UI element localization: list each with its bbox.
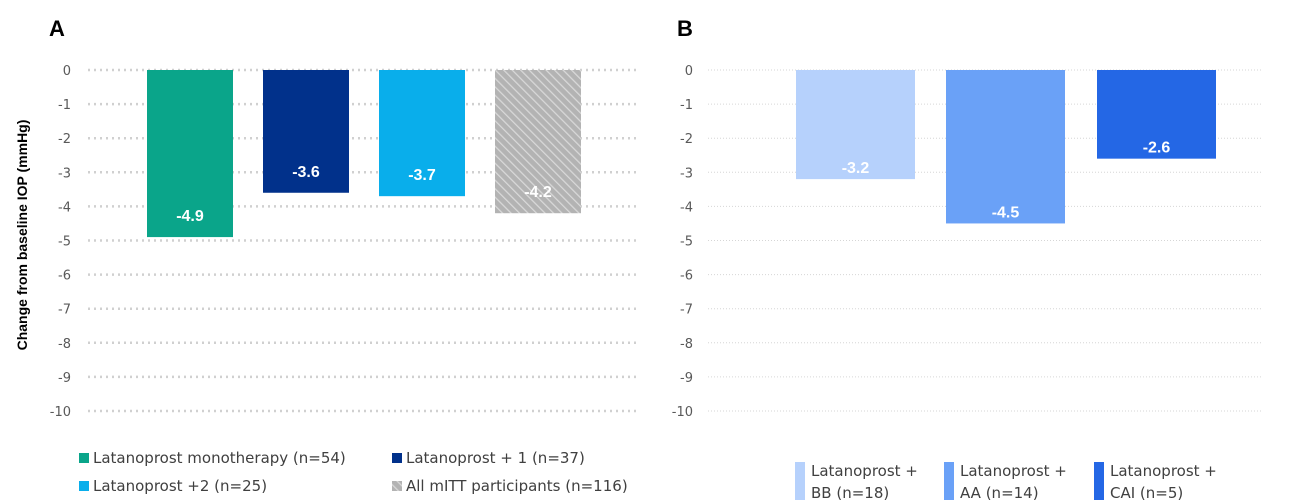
- panel-b-bar-value-label: -3.2: [842, 160, 870, 177]
- panel-a-y-tick-label: -2: [58, 132, 71, 147]
- panel-a-legend-label: Latanoprost + 1 (n=37): [406, 449, 585, 467]
- panel-b-bar-value-label: -2.6: [1143, 140, 1171, 157]
- panel-a-y-tick-label: -3: [58, 166, 71, 181]
- panel-b-y-tick-label: -8: [680, 337, 693, 352]
- panel-a-legend-swatch: [392, 481, 402, 491]
- panel-b-legend-label: AA (n=14): [960, 484, 1039, 500]
- panel-a-y-tick-label: -9: [58, 371, 71, 386]
- panel-b-bar: [1097, 70, 1216, 159]
- panel-a-bar: [379, 70, 465, 197]
- panel-a-y-tick-label: -6: [58, 269, 71, 284]
- panel-b-legend-swatch: [1094, 462, 1104, 500]
- panel-a-y-tick-label: -4: [58, 200, 71, 215]
- panel-a-bar-value-label: -4.2: [524, 184, 552, 201]
- panel-b-legend-swatch: [944, 462, 954, 500]
- panel-a-y-tick-label: -7: [58, 303, 71, 318]
- panel-a-label: A: [49, 16, 65, 41]
- panel-a-y-tick-label: -8: [58, 337, 71, 352]
- panel-b-y-tick-label: -9: [680, 371, 693, 386]
- y-axis-label: Change from baseline IOP (mmHg): [14, 120, 30, 351]
- panel-b-y-tick-label: -7: [680, 303, 693, 318]
- panel-a-bar: [147, 70, 233, 238]
- panel-b-y-tick-label: -5: [680, 235, 693, 250]
- panel-b-legend-label: BB (n=18): [811, 484, 889, 500]
- panel-a-legend-label: All mITT participants (n=116): [406, 477, 628, 495]
- panel-b-legend-label: CAI (n=5): [1110, 484, 1183, 500]
- panel-b-y-tick-label: -2: [680, 132, 693, 147]
- panel-a-bar-value-label: -3.6: [292, 164, 320, 181]
- panel-a-bar-value-label: -4.9: [176, 208, 204, 225]
- panel-b-y-tick-label: -3: [680, 166, 693, 181]
- panel-a-y-tick-label: 0: [63, 64, 71, 79]
- panel-a-legend-label: Latanoprost monotherapy (n=54): [93, 449, 346, 467]
- panel-b-bar: [946, 70, 1065, 224]
- panel-b-y-tick-label: -6: [680, 269, 693, 284]
- panel-b-y-tick-label: -10: [672, 405, 693, 420]
- panel-a-legend-swatch: [79, 481, 89, 491]
- panel-b-bar-value-label: -4.5: [992, 204, 1020, 221]
- panel-a-legend-label: Latanoprost +2 (n=25): [93, 477, 267, 495]
- panel-a-legend-swatch: [79, 453, 89, 463]
- panel-b-legend-label: Latanoprost +: [1110, 462, 1217, 480]
- panel-a-legend-swatch: [392, 453, 402, 463]
- panel-a-bar-value-label: -3.7: [408, 167, 436, 184]
- panel-b-legend-swatch: [795, 462, 805, 500]
- panel-b-y-tick-label: -1: [680, 98, 693, 113]
- panel-b-bar: [796, 70, 915, 180]
- panel-b-legend-label: Latanoprost +: [960, 462, 1067, 480]
- panel-b-label: B: [677, 16, 693, 41]
- panel-a-bar: [495, 70, 581, 214]
- panel-b-legend-label: Latanoprost +: [811, 462, 918, 480]
- panel-a-y-tick-label: -5: [58, 235, 71, 250]
- panel-a-y-tick-label: -1: [58, 98, 71, 113]
- panel-a-y-tick-label: -10: [50, 405, 71, 420]
- panel-b-y-tick-label: 0: [685, 64, 693, 79]
- panel-b-y-tick-label: -4: [680, 200, 693, 215]
- panel-a-bar: [263, 70, 349, 193]
